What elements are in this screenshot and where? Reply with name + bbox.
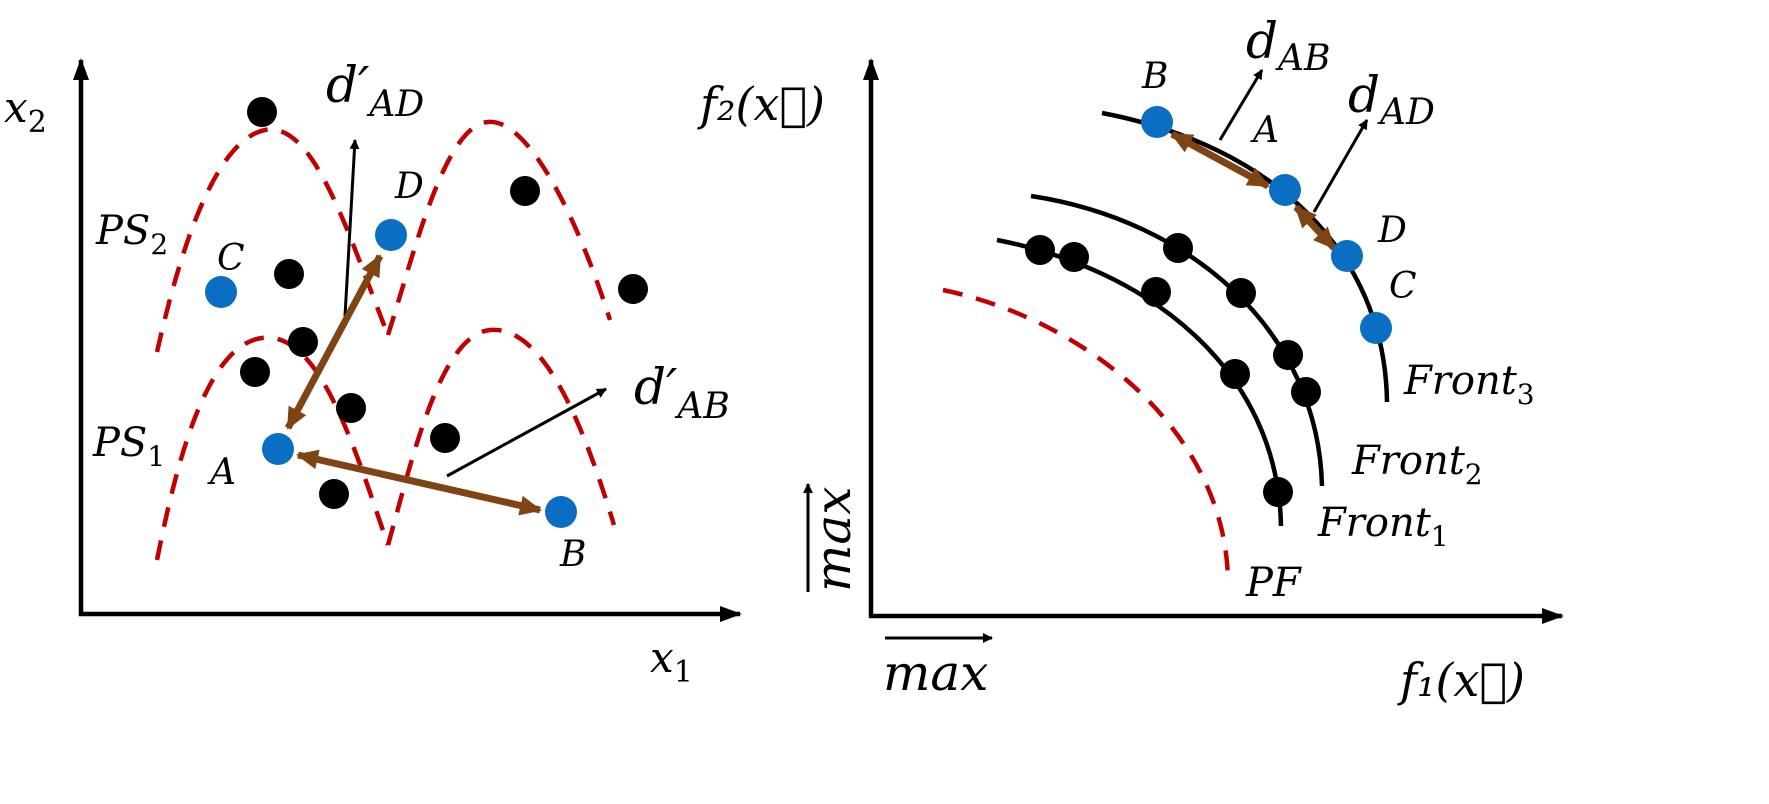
b-a-distance-arrow bbox=[1170, 130, 1270, 190]
ps2-label: PS2 bbox=[95, 208, 168, 261]
a-b-distance-arrow bbox=[296, 449, 542, 516]
front-2-point bbox=[1291, 377, 1321, 407]
d-ad-prime-label: d′AD bbox=[326, 56, 424, 125]
front-1-point bbox=[1025, 235, 1055, 265]
svg-text:max: max bbox=[883, 644, 988, 702]
black-point bbox=[336, 393, 366, 423]
black-point bbox=[510, 176, 540, 206]
right-y-axis-label: f₂(x⃗) bbox=[697, 77, 825, 131]
pareto-front-curve bbox=[942, 287, 1231, 581]
a-d-distance-arrow bbox=[1293, 204, 1337, 251]
ps2-curve-2 bbox=[385, 119, 613, 336]
front-2-label: Front2 bbox=[1351, 438, 1483, 491]
svg-text:max: max bbox=[804, 487, 862, 592]
point-d bbox=[1331, 240, 1363, 272]
point-c-label: C bbox=[1389, 266, 1417, 307]
front-3-label: Front3 bbox=[1403, 358, 1535, 411]
black-point bbox=[247, 97, 277, 127]
front-1-point bbox=[1059, 242, 1089, 272]
front-1-curve bbox=[996, 237, 1284, 527]
point-a bbox=[262, 433, 294, 465]
right-panel: f₂(x⃗) f₁(x⃗) max max dAB dAD B A D C Fr… bbox=[697, 12, 1564, 707]
y-max-label: max bbox=[803, 483, 862, 592]
front-2-point bbox=[1273, 340, 1303, 370]
front-1-point bbox=[1220, 359, 1250, 389]
left-y-axis-label: x2 bbox=[4, 83, 47, 140]
right-x-axis-label: f₁(x⃗) bbox=[1397, 653, 1525, 707]
d-ab-label: dAB bbox=[1246, 12, 1330, 79]
black-point bbox=[288, 327, 318, 357]
black-point bbox=[430, 423, 460, 453]
front-1-point bbox=[1141, 277, 1171, 307]
x-max-label: max bbox=[883, 633, 993, 702]
point-b bbox=[545, 496, 577, 528]
pf-label: PF bbox=[1245, 560, 1302, 606]
point-a-label: A bbox=[207, 452, 236, 493]
ps1-label: PS1 bbox=[92, 420, 165, 473]
black-point bbox=[240, 357, 270, 387]
ps2-curve-1 bbox=[154, 127, 391, 353]
point-b bbox=[1141, 106, 1173, 138]
point-d-label: D bbox=[394, 166, 424, 207]
black-point bbox=[319, 479, 349, 509]
point-a bbox=[1269, 174, 1301, 206]
front-1-point bbox=[1263, 477, 1293, 507]
front-2-point bbox=[1226, 278, 1256, 308]
d-ad-direction-arrow bbox=[1312, 119, 1369, 213]
point-c bbox=[1360, 312, 1392, 344]
a-d-distance-arrow bbox=[284, 254, 384, 430]
d-ab-direction-arrow bbox=[1218, 69, 1264, 141]
d-ad-label: dAD bbox=[1348, 66, 1435, 133]
point-d bbox=[375, 219, 407, 251]
point-d-label: D bbox=[1377, 210, 1407, 251]
black-point bbox=[274, 259, 304, 289]
left-panel: x2 x1 PS2 PS1 d′AD d′AB C D A B bbox=[4, 56, 742, 690]
point-c bbox=[205, 276, 237, 308]
point-b-label: B bbox=[559, 534, 586, 575]
black-point bbox=[618, 274, 648, 304]
point-a-label: A bbox=[1250, 110, 1279, 151]
front-2-point bbox=[1163, 233, 1193, 263]
left-x-axis-label: x1 bbox=[650, 633, 693, 690]
d-ab-prime-label: d′AB bbox=[634, 358, 730, 427]
ps1-curve-2 bbox=[385, 327, 617, 546]
point-c-label: C bbox=[217, 238, 245, 279]
point-b-label: B bbox=[1141, 56, 1168, 97]
front-1-label: Front1 bbox=[1317, 500, 1449, 553]
